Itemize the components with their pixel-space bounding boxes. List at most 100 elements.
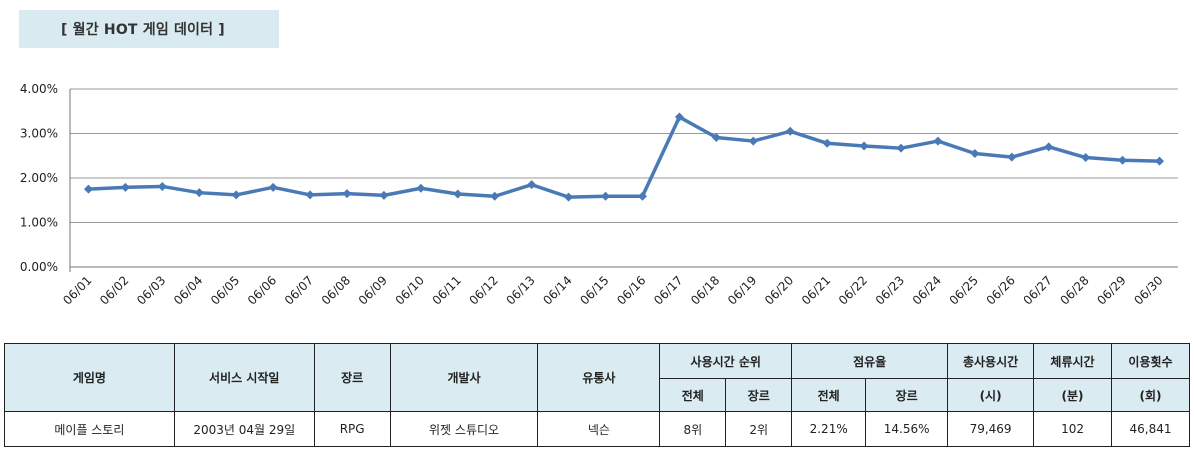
- data-point: [674, 112, 684, 122]
- x-tick-label: 06/29: [1094, 273, 1128, 307]
- table-row: 메이플 스토리 2003년 04월 29일 RPG 위젯 스튜디오 넥슨 8위 …: [4, 411, 1191, 447]
- data-point: [527, 180, 537, 190]
- cell-service-start: 2003년 04월 29일: [173, 411, 315, 447]
- data-point: [859, 141, 869, 151]
- cell-rank-overall: 8위: [659, 411, 727, 447]
- y-tick-label: 0.00%: [20, 260, 58, 274]
- header-usage-rank: 사용시간 순위: [659, 343, 793, 379]
- title-banner: [ 월간 HOT 게임 데이터 ]: [19, 10, 279, 48]
- data-point: [1007, 152, 1017, 162]
- data-point: [342, 189, 352, 199]
- x-tick-label: 06/04: [171, 273, 205, 307]
- cell-rank-genre: 2위: [725, 411, 793, 447]
- x-tick-label: 06/10: [393, 273, 427, 307]
- y-tick-label: 4.00%: [20, 82, 58, 96]
- header-share-overall: 전체: [791, 378, 867, 412]
- data-point: [83, 184, 93, 194]
- x-tick-label: 06/21: [799, 273, 833, 307]
- header-total-time: 총사용시간: [947, 343, 1035, 379]
- data-point: [748, 136, 758, 146]
- header-genre: 장르: [313, 343, 391, 412]
- header-stay-time: 체류시간: [1033, 343, 1112, 379]
- data-point: [416, 183, 426, 193]
- data-point: [1081, 153, 1091, 163]
- series-line: [88, 115, 1160, 199]
- data-point: [822, 138, 832, 148]
- data-point: [896, 143, 906, 153]
- data-point: [379, 190, 389, 200]
- x-tick-label: 06/30: [1131, 273, 1165, 307]
- x-tick-label: 06/01: [60, 273, 94, 307]
- cell-total-time: 79,469: [947, 411, 1035, 447]
- y-tick-label: 2.00%: [20, 171, 58, 185]
- x-tick-label: 06/11: [430, 273, 464, 307]
- header-usage-count-unit: (회): [1110, 378, 1191, 412]
- data-point: [120, 182, 130, 192]
- x-tick-label: 06/09: [356, 273, 390, 307]
- x-tick-label: 06/28: [1057, 273, 1091, 307]
- x-tick-label: 06/20: [762, 273, 796, 307]
- data-point: [1044, 142, 1054, 152]
- data-point: [1155, 156, 1165, 166]
- cell-game-name: 메이플 스토리: [4, 411, 175, 447]
- data-point: [564, 192, 574, 202]
- header-publisher: 유통사: [537, 343, 661, 412]
- data-point: [933, 136, 943, 146]
- header-usage-count: 이용횟수: [1110, 343, 1191, 379]
- data-point: [305, 190, 315, 200]
- data-point: [157, 181, 167, 191]
- data-point: [453, 189, 463, 199]
- data-point: [231, 190, 241, 200]
- y-tick-label: 1.00%: [20, 216, 58, 230]
- data-point: [637, 191, 647, 201]
- header-rank-genre: 장르: [725, 378, 793, 412]
- cell-stay-time: 102: [1033, 411, 1112, 447]
- cell-share-genre: 14.56%: [865, 411, 949, 447]
- x-tick-label: 06/15: [577, 273, 611, 307]
- cell-developer: 위젯 스튜디오: [389, 411, 539, 447]
- cell-usage-count: 46,841: [1110, 411, 1191, 447]
- header-share-genre: 장르: [865, 378, 949, 412]
- x-tick-label: 06/27: [1020, 273, 1054, 307]
- data-point: [1118, 155, 1128, 165]
- x-tick-label: 06/19: [725, 273, 759, 307]
- x-tick-label: 06/13: [503, 273, 537, 307]
- cell-genre: RPG: [313, 411, 391, 447]
- x-tick-label: 06/12: [466, 273, 500, 307]
- x-tick-label: 06/14: [540, 273, 574, 307]
- x-tick-label: 06/18: [688, 273, 722, 307]
- data-point: [268, 182, 278, 192]
- x-tick-label: 06/26: [984, 273, 1018, 307]
- x-tick-label: 06/17: [651, 273, 685, 307]
- data-point: [490, 191, 500, 201]
- header-stay-time-unit: (분): [1033, 378, 1112, 412]
- x-tick-label: 06/07: [282, 273, 316, 307]
- x-tick-label: 06/02: [97, 273, 131, 307]
- data-point: [970, 149, 980, 159]
- x-tick-label: 06/05: [208, 273, 242, 307]
- x-tick-label: 06/24: [910, 273, 944, 307]
- y-tick-label: 3.00%: [20, 127, 58, 141]
- x-tick-label: 06/06: [245, 273, 279, 307]
- cell-share-overall: 2.21%: [791, 411, 867, 447]
- header-service-start: 서비스 시작일: [173, 343, 315, 412]
- data-point: [194, 188, 204, 198]
- x-tick-label: 06/23: [873, 273, 907, 307]
- header-game-name: 게임명: [4, 343, 175, 412]
- line-chart: 0.00% 1.00% 2.00% 3.00% 4.00% 06/01 06/02 06/03…: [20, 82, 1178, 308]
- game-info-table: 게임명 서비스 시작일 장르 개발사 유통사 사용시간 순위 점유율 총사용시간…: [4, 343, 1191, 447]
- cell-publisher: 넥슨: [537, 411, 661, 447]
- x-tick-label: 06/16: [614, 273, 648, 307]
- data-point: [601, 191, 611, 201]
- page-title: [ 월간 HOT 게임 데이터 ]: [61, 22, 225, 38]
- header-developer: 개발사: [389, 343, 539, 412]
- x-tick-label: 06/22: [836, 273, 870, 307]
- data-point: [785, 126, 795, 136]
- header-total-time-unit: (시): [947, 378, 1035, 412]
- x-tick-label: 06/08: [319, 273, 353, 307]
- header-rank-overall: 전체: [659, 378, 727, 412]
- header-share: 점유율: [791, 343, 949, 379]
- x-tick-label: 06/25: [947, 273, 981, 307]
- data-point: [711, 133, 721, 143]
- x-tick-label: 06/03: [134, 273, 168, 307]
